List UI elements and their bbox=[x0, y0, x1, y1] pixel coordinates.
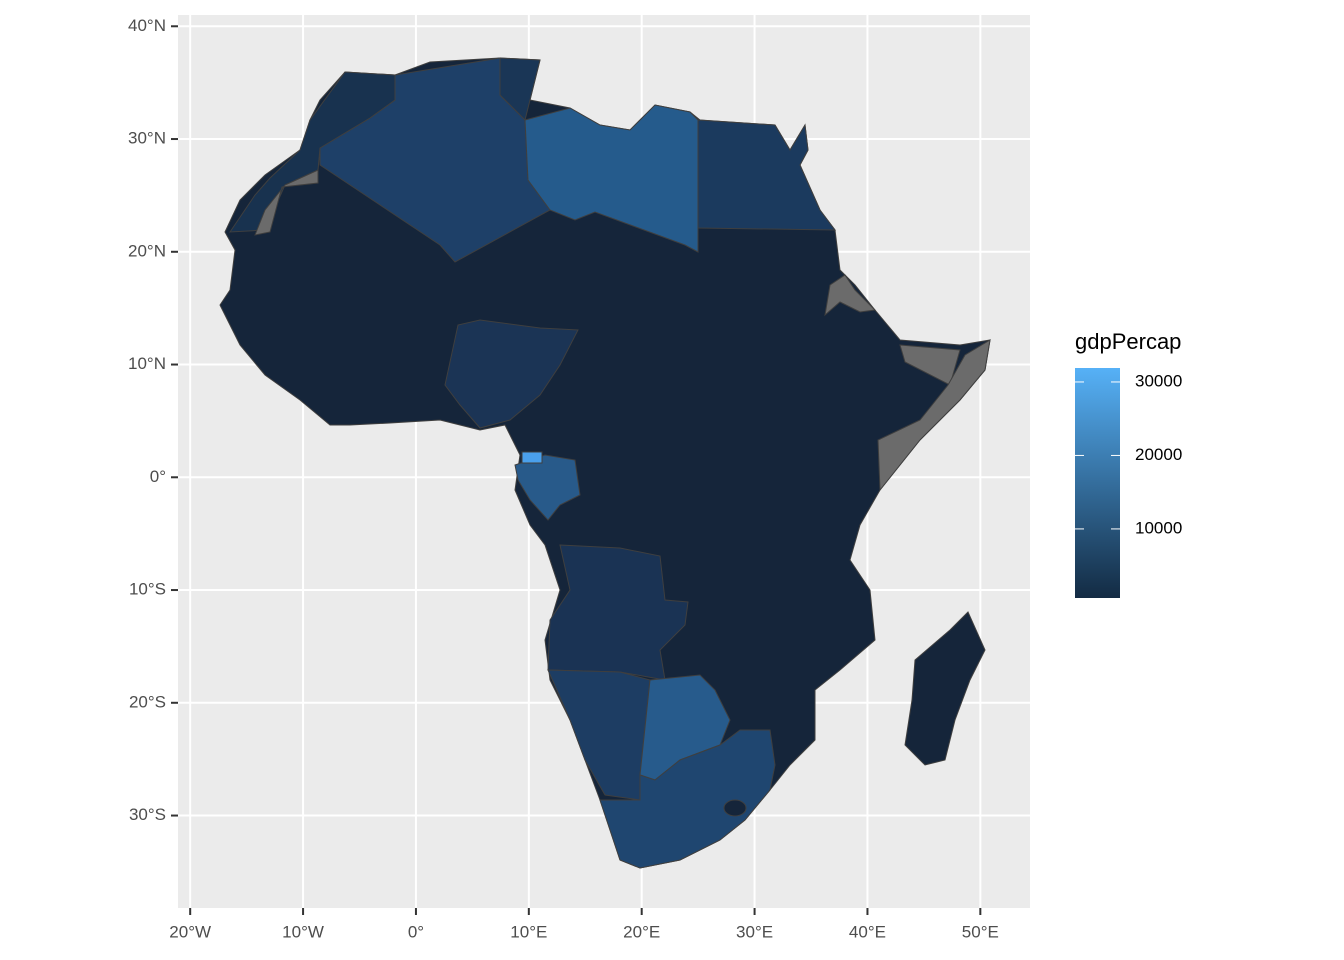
angola bbox=[547, 544, 689, 681]
y-tick-label: 40°N bbox=[128, 16, 166, 35]
nigeria bbox=[444, 319, 579, 429]
y-tick-label: 20°S bbox=[129, 692, 166, 711]
y-tick-label: 20°N bbox=[128, 241, 166, 260]
tunisia bbox=[499, 57, 541, 121]
x-tick-label: 30°E bbox=[736, 922, 773, 941]
colorbar bbox=[1075, 368, 1120, 598]
x-tick-label: 40°E bbox=[849, 922, 886, 941]
legend-tick-label: 20000 bbox=[1135, 445, 1182, 464]
legend-title: gdpPercap bbox=[1075, 329, 1181, 354]
legend-tick-label: 30000 bbox=[1135, 371, 1182, 390]
y-tick-label: 0° bbox=[150, 467, 166, 486]
y-tick-label: 30°N bbox=[128, 129, 166, 148]
y-tick-label: 10°S bbox=[129, 580, 166, 599]
western-sahara bbox=[254, 169, 319, 236]
x-tick-label: 0° bbox=[408, 922, 424, 941]
x-tick-label: 50°E bbox=[962, 922, 999, 941]
south-africa bbox=[599, 729, 776, 869]
somalia bbox=[877, 339, 991, 492]
axes: 20°W 10°W 0° 10°E 20°E 30°E 40°E 50°E 40°N 30°N 20… bbox=[128, 16, 999, 942]
y-tick-label: 30°S bbox=[129, 805, 166, 824]
y-tick-label: 10°N bbox=[128, 354, 166, 373]
egypt bbox=[697, 119, 837, 231]
equatorial-guinea bbox=[521, 451, 543, 464]
countries bbox=[219, 57, 991, 869]
x-tick-label: 20°E bbox=[623, 922, 660, 941]
eritrea bbox=[824, 274, 877, 317]
lesotho bbox=[723, 799, 747, 817]
gabon bbox=[514, 454, 581, 521]
legend: gdpPercap 10000 20000 30000 bbox=[1075, 329, 1182, 598]
x-tick-label: 10°E bbox=[510, 922, 547, 941]
legend-tick-label: 10000 bbox=[1135, 518, 1182, 537]
madagascar bbox=[904, 611, 986, 766]
x-tick-label: 10°W bbox=[282, 922, 324, 941]
x-tick-label: 20°W bbox=[169, 922, 211, 941]
